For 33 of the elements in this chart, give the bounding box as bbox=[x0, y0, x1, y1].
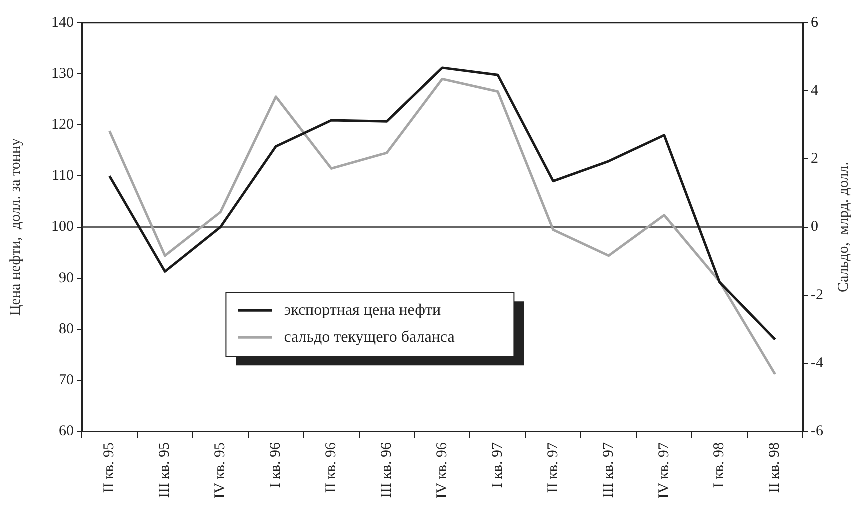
x-tick-label: III кв. 97 bbox=[600, 442, 617, 498]
x-tick-label: II кв. 97 bbox=[545, 442, 562, 494]
x-tick-label: IV кв. 97 bbox=[656, 442, 672, 499]
x-tick-label: IV кв. 95 bbox=[212, 442, 229, 499]
x-tick-label: I кв. 98 bbox=[712, 442, 728, 488]
y2-tick-label: 4 bbox=[811, 83, 819, 100]
y-tick-label: 100 bbox=[52, 219, 74, 236]
y-tick-label: 130 bbox=[52, 66, 74, 82]
x-tick-label: I кв. 97 bbox=[490, 442, 506, 488]
y2-tick-label: -6 bbox=[811, 423, 824, 440]
y2-tick-label: -2 bbox=[811, 287, 824, 304]
x-tick-label: II кв. 96 bbox=[324, 442, 340, 494]
y2-tick-label: -4 bbox=[811, 355, 824, 372]
y-tick-label: 70 bbox=[59, 372, 74, 388]
y-tick-label: 80 bbox=[59, 321, 74, 338]
x-tick-label: I кв. 96 bbox=[268, 442, 284, 488]
x-tick-label: III кв. 95 bbox=[157, 442, 174, 498]
y2-axis-title: Сальдо, млрд. долл. bbox=[836, 162, 852, 293]
y2-tick-label: 0 bbox=[811, 219, 818, 236]
x-tick-label: III кв. 96 bbox=[378, 442, 395, 498]
y-tick-label: 110 bbox=[52, 168, 74, 184]
legend-label: экспортная цена нефти bbox=[284, 302, 442, 319]
x-tick-label: II кв. 95 bbox=[102, 442, 118, 494]
y2-tick-label: 2 bbox=[811, 151, 818, 168]
y-axis-title: Цена нефти, долл. за тонну bbox=[8, 138, 24, 316]
y2-tick-label: 6 bbox=[811, 14, 819, 31]
legend-label: сальдо текущего баланса bbox=[284, 328, 455, 346]
y-tick-label: 140 bbox=[52, 14, 74, 31]
y-tick-label: 60 bbox=[59, 423, 74, 440]
y-tick-label: 120 bbox=[52, 117, 74, 134]
x-tick-label: II кв. 98 bbox=[767, 442, 784, 494]
y-tick-label: 90 bbox=[59, 270, 74, 286]
x-tick-label: IV кв. 96 bbox=[434, 442, 450, 499]
